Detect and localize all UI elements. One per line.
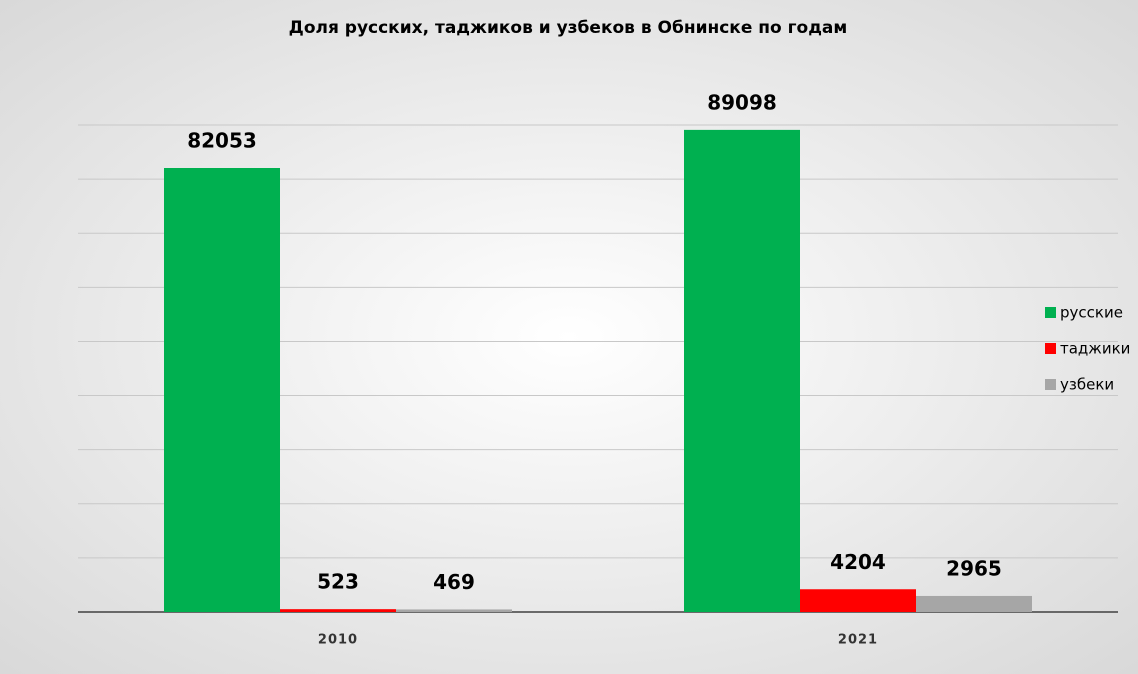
bar: [396, 609, 512, 612]
legend-swatch: [1045, 307, 1056, 318]
legend-swatch: [1045, 379, 1056, 390]
legend-swatch: [1045, 343, 1056, 354]
bar: [164, 168, 280, 612]
bar: [280, 609, 396, 612]
x-tick-label: 2010: [318, 633, 358, 648]
value-label: 89098: [707, 90, 777, 114]
bar: [916, 595, 1032, 612]
value-label: 523: [317, 570, 359, 594]
x-tick-label: 2021: [838, 633, 878, 648]
chart-title: Доля русских, таджиков и узбеков в Обнин…: [289, 18, 848, 38]
value-label: 2965: [946, 556, 1002, 580]
value-label: 4204: [830, 550, 886, 574]
value-label: 82053: [187, 129, 257, 153]
legend-label: русские: [1060, 304, 1123, 322]
bar: [800, 589, 916, 612]
legend-label: узбеки: [1060, 376, 1114, 394]
legend-label: таджики: [1060, 340, 1130, 358]
bar: [684, 129, 800, 612]
value-label: 469: [433, 570, 475, 594]
